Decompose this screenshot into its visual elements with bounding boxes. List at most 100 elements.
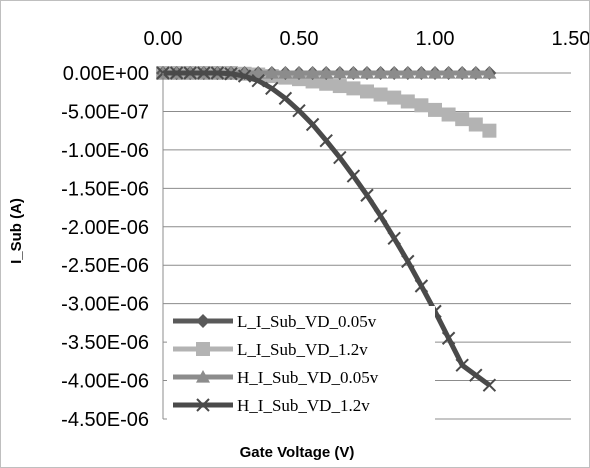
legend: L_I_Sub_VD_0.05v L_I_Sub_VD_1.2v H_I_Sub_V…	[173, 312, 379, 415]
marker-stroke	[387, 231, 401, 246]
data-point	[387, 66, 402, 79]
data-point	[373, 87, 388, 102]
data-point	[305, 117, 320, 132]
data-point	[319, 76, 334, 91]
data-point	[373, 66, 388, 79]
marker-stroke	[169, 66, 184, 80]
y-tick-label: -1.50E-06	[61, 178, 149, 200]
marker-stroke	[237, 69, 252, 83]
marker-stroke	[373, 209, 388, 223]
legend-item: L_I_Sub_VD_0.05v	[173, 312, 377, 331]
data-point	[441, 66, 456, 79]
data-point	[401, 254, 415, 269]
legend-swatch-marker	[196, 314, 210, 328]
x-tick-label: 0.00	[144, 28, 183, 50]
data-point	[414, 66, 429, 79]
data-point	[319, 133, 333, 148]
legend-label: H_I_Sub_VD_1.2v	[237, 396, 370, 415]
data-point	[468, 66, 483, 79]
data-point	[482, 66, 497, 79]
y-tick-label: -2.50E-06	[61, 255, 149, 277]
data-point	[428, 102, 442, 117]
data-point	[210, 66, 225, 80]
data-point	[278, 66, 293, 79]
marker-stroke	[360, 188, 374, 202]
data-point	[360, 84, 374, 99]
marker-stroke	[292, 103, 306, 118]
x-axis-title: Gate Voltage (V)	[240, 444, 355, 461]
axes: 0.00E+00 -5.00E-07 -1.00E-06 -1.50E-06 -2.00…	[61, 28, 589, 431]
y-tick-label: -5.00E-07	[61, 101, 149, 123]
data-point	[360, 188, 374, 202]
data-point	[292, 66, 306, 79]
data-point	[183, 66, 197, 80]
y-tick-label: -4.00E-06	[61, 371, 149, 393]
legend-swatch-marker	[196, 370, 210, 383]
marker-stroke	[224, 67, 238, 81]
marker-stroke	[197, 66, 211, 80]
marker-stroke	[414, 279, 429, 293]
data-point	[251, 66, 266, 79]
data-point	[332, 79, 347, 94]
marker-stroke	[183, 66, 197, 80]
marker-stroke	[333, 150, 347, 165]
data-point	[360, 66, 374, 79]
data-point	[400, 66, 415, 79]
marker-stroke	[441, 331, 456, 345]
data-point	[455, 112, 470, 127]
legend-label: L_I_Sub_VD_0.05v	[237, 312, 377, 331]
y-tick-label: -3.50E-06	[61, 332, 149, 354]
legend-item: L_I_Sub_VD_1.2v	[173, 340, 368, 359]
y-tick-label: -3.00E-06	[61, 294, 149, 316]
data-point	[428, 66, 442, 79]
y-tick-label: -1.00E-06	[61, 140, 149, 162]
y-axis-title: I_Sub (A)	[8, 198, 25, 264]
legend-label: L_I_Sub_VD_1.2v	[237, 340, 368, 359]
x-tick-label: 0.50	[280, 28, 319, 50]
legend-swatch-marker	[196, 342, 210, 356]
marker-stroke	[455, 358, 469, 372]
data-point	[251, 73, 265, 88]
data-point	[455, 66, 470, 79]
data-point	[264, 66, 279, 79]
x-tick-label: 1.00	[416, 28, 455, 50]
legend-item: H_I_Sub_VD_0.05v	[173, 368, 379, 387]
data-point	[468, 117, 483, 132]
data-point	[387, 231, 401, 246]
data-point	[305, 66, 320, 79]
marker-stroke	[319, 133, 333, 148]
marker-stroke	[210, 66, 225, 80]
legend-swatch-marker	[196, 398, 210, 412]
data-point	[373, 209, 388, 223]
marker-stroke	[265, 81, 279, 96]
data-point	[387, 90, 402, 105]
y-tick-label: -2.00E-06	[61, 217, 149, 239]
data-point	[414, 279, 429, 293]
data-point	[224, 67, 238, 81]
marker-stroke	[482, 378, 497, 392]
legend-label: H_I_Sub_VD_0.05v	[237, 368, 379, 387]
marker-stroke	[401, 254, 415, 269]
data-point	[482, 123, 497, 138]
marker-stroke	[278, 91, 293, 106]
data-point	[441, 107, 456, 122]
marker-stroke	[469, 368, 483, 382]
data-point	[346, 81, 361, 96]
data-point	[400, 94, 415, 109]
marker-stroke	[346, 169, 361, 183]
data-point	[265, 81, 279, 96]
y-tick-label: -4.50E-06	[61, 409, 149, 431]
y-tick-label: 0.00E+00	[63, 63, 149, 85]
data-point	[197, 66, 211, 80]
data-point	[237, 69, 252, 83]
data-point	[332, 66, 347, 79]
data-point	[333, 150, 347, 165]
data-point	[482, 378, 497, 392]
data-point	[441, 331, 456, 345]
marker-stroke	[196, 398, 210, 412]
data-point	[469, 368, 483, 382]
data-point	[455, 358, 469, 372]
marker-stroke	[251, 73, 265, 88]
